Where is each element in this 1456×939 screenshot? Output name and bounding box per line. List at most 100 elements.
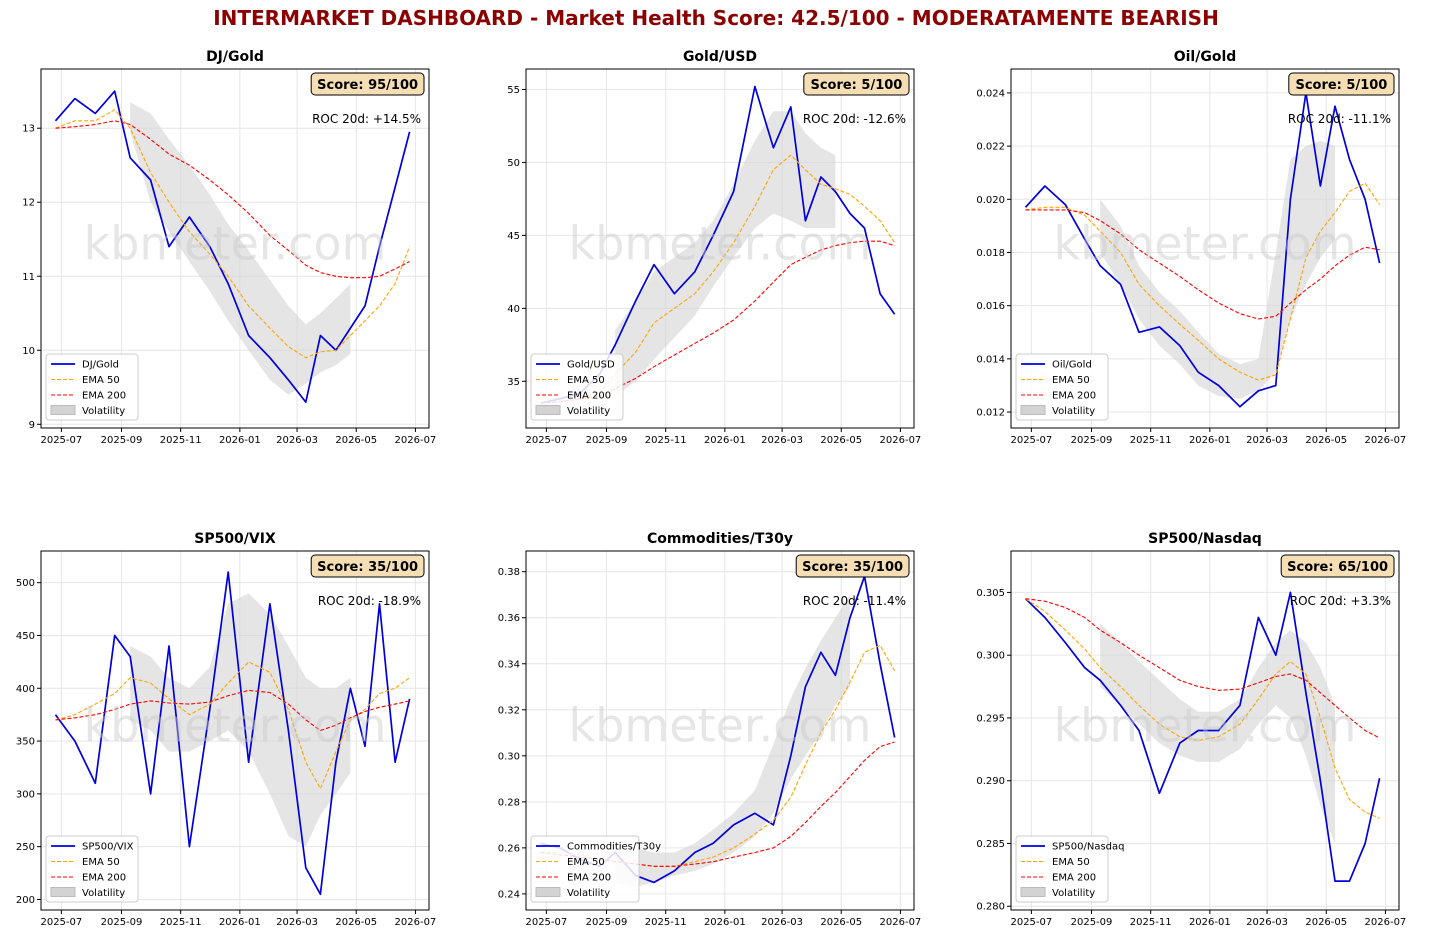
chart-3-x-tick-label-4: 2026-03 (276, 917, 318, 928)
chart-5-legend-box (1015, 835, 1109, 903)
chart-2-roc-label: ROC 20d: -11.1% (1288, 112, 1391, 126)
chart-4-legend-box (530, 835, 640, 903)
chart-4-y-tick-label-4: 0.32 (498, 705, 520, 716)
chart-0-x-tick-label-3: 2026-01 (219, 435, 261, 446)
chart-3-y-tick-label-6: 500 (16, 578, 35, 589)
chart-3-score-box (310, 554, 425, 578)
chart-2-score-box (1288, 72, 1395, 96)
chart-3-x-tick-label-1: 2025-09 (101, 917, 143, 928)
chart-2-x-tick-label-5: 2026-05 (1305, 435, 1347, 446)
chart-4-x-tick-label-5: 2026-05 (820, 917, 862, 928)
chart-2-y-tick-label-5: 0.022 (976, 142, 1005, 153)
chart-3-plot-frame (40, 550, 430, 911)
chart-4-roc-label: ROC 20d: -11.4% (803, 594, 906, 608)
chart-2-y-tick-label-1: 0.014 (976, 354, 1005, 365)
chart-5-x-tick-label-4: 2026-03 (1246, 917, 1288, 928)
chart-0-x-tick-label-0: 2025-07 (40, 435, 82, 446)
chart-1-x-tick-label-5: 2026-05 (820, 435, 862, 446)
chart-4-legend-swatch-3 (535, 887, 561, 897)
chart-1-y-tick-label-0: 35 (507, 377, 520, 388)
chart-3-y-tick-label-2: 300 (16, 789, 35, 800)
chart-panel-oil-gold: Oil/Gold kbmeter.com 2025-07 2025-09 2025-11… (976, 49, 1407, 446)
chart-0-x-tick-label-4: 2026-03 (276, 435, 318, 446)
chart-0-score-box (310, 72, 425, 96)
chart-3-series-price-line (54, 571, 411, 896)
chart-0-x-tick-label-1: 2025-09 (101, 435, 143, 446)
chart-2-legend-label-3: Volatility (1052, 406, 1095, 417)
chart-1-y-tick-label-2: 45 (507, 231, 520, 242)
chart-5-volatility-band (1100, 623, 1335, 844)
chart-5-x-tick-label-2: 2025-11 (1130, 917, 1172, 928)
chart-2-y-tick-label-0: 0.012 (976, 408, 1005, 419)
chart-1-legend-label-2: EMA 200 (567, 391, 611, 402)
chart-5-title: SP500/Nasdaq (1148, 531, 1262, 547)
chart-4-y-tick-label-5: 0.34 (498, 659, 520, 670)
chart-5-legend-label-3: Volatility (1052, 888, 1095, 899)
chart-panel-dj-gold: DJ/Gold kbmeter.com 2025-07 2025-09 2025-11 2… (22, 49, 436, 446)
chart-3-roc-label: ROC 20d: -18.9% (318, 594, 421, 608)
chart-1-score-box (803, 72, 910, 96)
chart-4-y-tick-label-0: 0.24 (498, 889, 520, 900)
chart-1-series-ema200-line (540, 240, 895, 404)
chart-4-score-label: Score: 35/100 (802, 560, 903, 575)
chart-1-plot-frame (525, 68, 915, 429)
chart-4-score-box (795, 554, 910, 578)
chart-4-plot-frame (525, 550, 915, 911)
chart-1-x-tick-label-2: 2025-11 (645, 435, 687, 446)
chart-4-watermark: kbmeter.com (569, 698, 872, 752)
chart-1-legend-box (530, 353, 624, 421)
chart-panel-commodities-t30y: Commodities/T30y kbmeter.com 2025-07 2025-0… (498, 531, 922, 928)
chart-0-legend-label-2: EMA 200 (82, 391, 126, 402)
chart-3-legend-label-0: SP500/VIX (82, 842, 134, 853)
chart-3-y-tick-label-0: 200 (16, 895, 35, 906)
chart-0-legend-label-0: DJ/Gold (82, 360, 119, 371)
chart-5-y-tick-label-1: 0.285 (976, 839, 1005, 850)
chart-5-x-tick-label-0: 2025-07 (1010, 917, 1052, 928)
chart-4-legend: Commodities/T30y EMA 50 EMA 200 Volatility (530, 835, 661, 903)
chart-0-plot-frame (40, 68, 430, 429)
chart-2-series-ema50-line (1025, 182, 1381, 381)
chart-5-y-tick-label-2: 0.290 (976, 776, 1005, 787)
chart-1-legend-label-3: Volatility (567, 406, 610, 417)
chart-5-plot-frame (1010, 550, 1400, 911)
chart-5-legend: SP500/Nasdaq EMA 50 EMA 200 Volatility (1015, 835, 1124, 903)
chart-2-legend-swatch-3 (1020, 405, 1046, 415)
chart-2-watermark: kbmeter.com (1054, 216, 1357, 270)
chart-2-title: Oil/Gold (1174, 49, 1237, 65)
chart-3-title: SP500/VIX (194, 531, 276, 547)
chart-3-x-tick-label-3: 2026-01 (219, 917, 261, 928)
chart-3-score-label: Score: 35/100 (317, 560, 418, 575)
chart-1-legend: Gold/USD EMA 50 EMA 200 Volatility (530, 353, 624, 421)
chart-1-x-tick-label-0: 2025-07 (525, 435, 567, 446)
chart-4-x-tick-label-3: 2026-01 (704, 917, 746, 928)
chart-3-legend-swatch-3 (50, 887, 76, 897)
chart-4-y-tick-label-3: 0.30 (498, 751, 520, 762)
chart-0-y-tick-label-4: 13 (22, 124, 35, 135)
chart-1-watermark: kbmeter.com (569, 216, 872, 270)
chart-2-y-tick-label-6: 0.024 (976, 88, 1005, 99)
chart-3-x-tick-label-0: 2025-07 (40, 917, 82, 928)
chart-2-score-label: Score: 5/100 (1295, 78, 1387, 93)
chart-0-x-tick-label-5: 2026-05 (335, 435, 377, 446)
chart-0-y-tick-label-2: 11 (22, 272, 35, 283)
chart-1-x-tick-label-1: 2025-09 (586, 435, 628, 446)
chart-5-x-tick-label-5: 2026-05 (1305, 917, 1347, 928)
chart-2-x-tick-label-3: 2026-01 (1189, 435, 1231, 446)
chart-0-series-ema200-line (55, 120, 410, 279)
chart-2-legend: Oil/Gold EMA 50 EMA 200 Volatility (1015, 353, 1109, 421)
chart-1-title: Gold/USD (683, 49, 757, 65)
chart-5-score-box (1280, 554, 1395, 578)
chart-1-y-tick-label-3: 50 (507, 158, 520, 169)
chart-4-x-tick-label-2: 2025-11 (645, 917, 687, 928)
chart-4-y-tick-label-2: 0.28 (498, 797, 520, 808)
chart-5-series-price-line (1024, 591, 1381, 882)
chart-3-series-ema200-line (55, 689, 410, 732)
chart-4-y-tick-label-1: 0.26 (498, 843, 520, 854)
chart-2-x-tick-label-6: 2026-07 (1365, 435, 1407, 446)
chart-0-y-tick-label-0: 9 (29, 420, 35, 431)
chart-2-legend-label-2: EMA 200 (1052, 391, 1096, 402)
chart-4-legend-label-0: Commodities/T30y (567, 842, 661, 853)
chart-4-y-tick-label-7: 0.38 (498, 567, 520, 578)
chart-1-y-tick-label-1: 40 (507, 304, 520, 315)
chart-5-y-tick-label-4: 0.300 (976, 651, 1005, 662)
